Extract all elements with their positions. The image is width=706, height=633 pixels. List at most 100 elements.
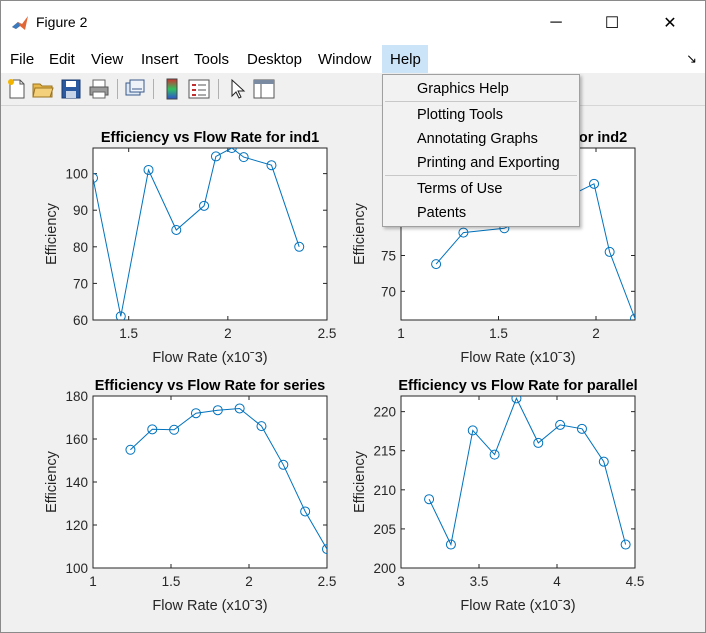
toolbar-separator bbox=[218, 79, 219, 99]
y-tick-label: 220 bbox=[373, 405, 396, 420]
data-point bbox=[147, 424, 158, 435]
new-figure-icon[interactable] bbox=[5, 77, 29, 101]
figure-toolbar bbox=[1, 73, 705, 106]
data-point bbox=[294, 241, 305, 252]
colorbar-icon[interactable] bbox=[160, 77, 184, 101]
data-point bbox=[125, 444, 136, 455]
series bbox=[125, 403, 327, 555]
y-axis-label: Efficiency bbox=[44, 450, 60, 513]
data-point bbox=[576, 423, 587, 434]
close-icon: ✕ bbox=[663, 15, 677, 32]
menu-window[interactable]: Window bbox=[318, 51, 372, 68]
window-title: Figure 2 bbox=[36, 14, 88, 30]
series bbox=[424, 396, 631, 550]
y-tick-label: 90 bbox=[73, 203, 88, 218]
menu-edit[interactable]: Edit bbox=[49, 51, 75, 68]
data-point bbox=[589, 178, 600, 189]
menu-insert[interactable]: Insert bbox=[141, 51, 179, 68]
data-point bbox=[143, 164, 154, 175]
y-tick-label: 160 bbox=[65, 432, 88, 447]
x-tick-label: 1.5 bbox=[489, 326, 508, 341]
maximize-icon: ☐ bbox=[604, 15, 620, 32]
data-point bbox=[511, 396, 522, 404]
y-tick-label: 180 bbox=[65, 389, 88, 404]
x-tick-label: 2 bbox=[224, 326, 232, 341]
subplot-3: Efficiency vs Flow Rate for series 1 1.5 2 2… bbox=[44, 378, 336, 614]
y-tick-label: 70 bbox=[73, 276, 88, 291]
legend-icon[interactable] bbox=[187, 77, 211, 101]
data-point bbox=[278, 459, 289, 470]
y-tick-label: 200 bbox=[373, 561, 396, 576]
menu-desktop[interactable]: Desktop bbox=[247, 51, 303, 68]
title-bar: Figure 2 ─ ☐ ✕ bbox=[1, 1, 705, 45]
menu-bar: File Edit View Insert Tools Desktop Wind… bbox=[1, 45, 705, 73]
menu-item-printing-exporting[interactable]: Printing and Exporting bbox=[417, 155, 560, 171]
link-plot-icon[interactable] bbox=[123, 77, 147, 101]
menu-tools[interactable]: Tools bbox=[194, 51, 230, 68]
menu-highlight bbox=[382, 45, 428, 73]
x-tick-label: 4 bbox=[553, 574, 561, 589]
data-point bbox=[169, 424, 180, 435]
data-point bbox=[322, 544, 327, 555]
data-point bbox=[630, 313, 635, 320]
menu-view[interactable]: View bbox=[91, 51, 124, 68]
x-tick-label: 1.5 bbox=[119, 326, 138, 341]
pointer-icon[interactable] bbox=[225, 77, 249, 101]
data-point bbox=[266, 160, 277, 171]
y-tick-label: 210 bbox=[373, 483, 396, 498]
save-icon[interactable] bbox=[59, 77, 83, 101]
menu-file[interactable]: File bbox=[10, 51, 35, 68]
menu-item-terms-of-use[interactable]: Terms of Use bbox=[417, 181, 503, 197]
maximize-button[interactable]: ☐ bbox=[589, 1, 635, 45]
axes-box bbox=[92, 147, 328, 321]
print-icon[interactable] bbox=[87, 77, 111, 101]
chart-title: Efficiency vs Flow Rate for parallel bbox=[398, 378, 637, 394]
y-axis-label: Efficiency bbox=[352, 202, 368, 265]
menu-item-graphics-help[interactable]: Graphics Help bbox=[417, 81, 509, 97]
x-axis-label: Flow Rate (x10ˉ3) bbox=[460, 350, 575, 366]
x-tick-label: 3 bbox=[397, 574, 405, 589]
matlab-logo-icon bbox=[12, 16, 28, 30]
x-tick-label: 2.5 bbox=[318, 574, 337, 589]
series-line bbox=[93, 148, 300, 317]
y-tick-label: 100 bbox=[65, 561, 88, 576]
close-button[interactable]: ✕ bbox=[647, 1, 693, 45]
x-tick-label: 4.5 bbox=[626, 574, 645, 589]
x-axis-label: Flow Rate (x10ˉ3) bbox=[152, 598, 267, 614]
data-point bbox=[212, 405, 223, 416]
x-axis-label: Flow Rate (x10ˉ3) bbox=[152, 350, 267, 366]
data-point bbox=[424, 494, 435, 505]
data-point bbox=[300, 506, 311, 517]
y-tick-label: 60 bbox=[73, 313, 88, 328]
x-axis-label: Flow Rate (x10ˉ3) bbox=[460, 598, 575, 614]
open-file-icon[interactable] bbox=[31, 77, 55, 101]
toolbar-separator bbox=[117, 79, 118, 99]
minimize-button[interactable]: ─ bbox=[533, 1, 579, 45]
data-point bbox=[445, 539, 456, 550]
data-point bbox=[93, 173, 98, 184]
property-editor-icon[interactable] bbox=[252, 77, 276, 101]
x-tick-label: 1 bbox=[89, 574, 97, 589]
menu-help[interactable]: Help bbox=[390, 51, 421, 68]
data-point bbox=[199, 200, 210, 211]
data-point bbox=[458, 227, 469, 238]
subplot-4: Efficiency vs Flow Rate for parallel 3 3.5… bbox=[352, 378, 644, 614]
y-tick-label: 120 bbox=[65, 518, 88, 533]
x-tick-label: 2 bbox=[592, 326, 600, 341]
y-tick-label: 100 bbox=[65, 167, 88, 182]
menu-item-annotating-graphs[interactable]: Annotating Graphs bbox=[417, 131, 538, 147]
subplot-1: Efficiency vs Flow Rate for ind1 1.5 2 2.5 6… bbox=[44, 130, 336, 366]
x-tick-label: 3.5 bbox=[470, 574, 489, 589]
subplot-grid: Efficiency vs Flow Rate for ind1 1.5 2 2.5 6… bbox=[44, 130, 644, 614]
menu-item-plotting-tools[interactable]: Plotting Tools bbox=[417, 107, 503, 123]
y-tick-label: 140 bbox=[65, 475, 88, 490]
y-tick-label: 75 bbox=[381, 249, 396, 264]
menu-item-patents[interactable]: Patents bbox=[417, 205, 467, 221]
dock-arrow-icon[interactable]: ↘ bbox=[686, 51, 697, 66]
data-point bbox=[604, 246, 615, 257]
data-point bbox=[226, 148, 237, 153]
figure-canvas: Efficiency vs Flow Rate for ind1 1.5 2 2.5 6… bbox=[1, 106, 705, 632]
data-point bbox=[238, 152, 249, 163]
x-tick-label: 1.5 bbox=[162, 574, 181, 589]
